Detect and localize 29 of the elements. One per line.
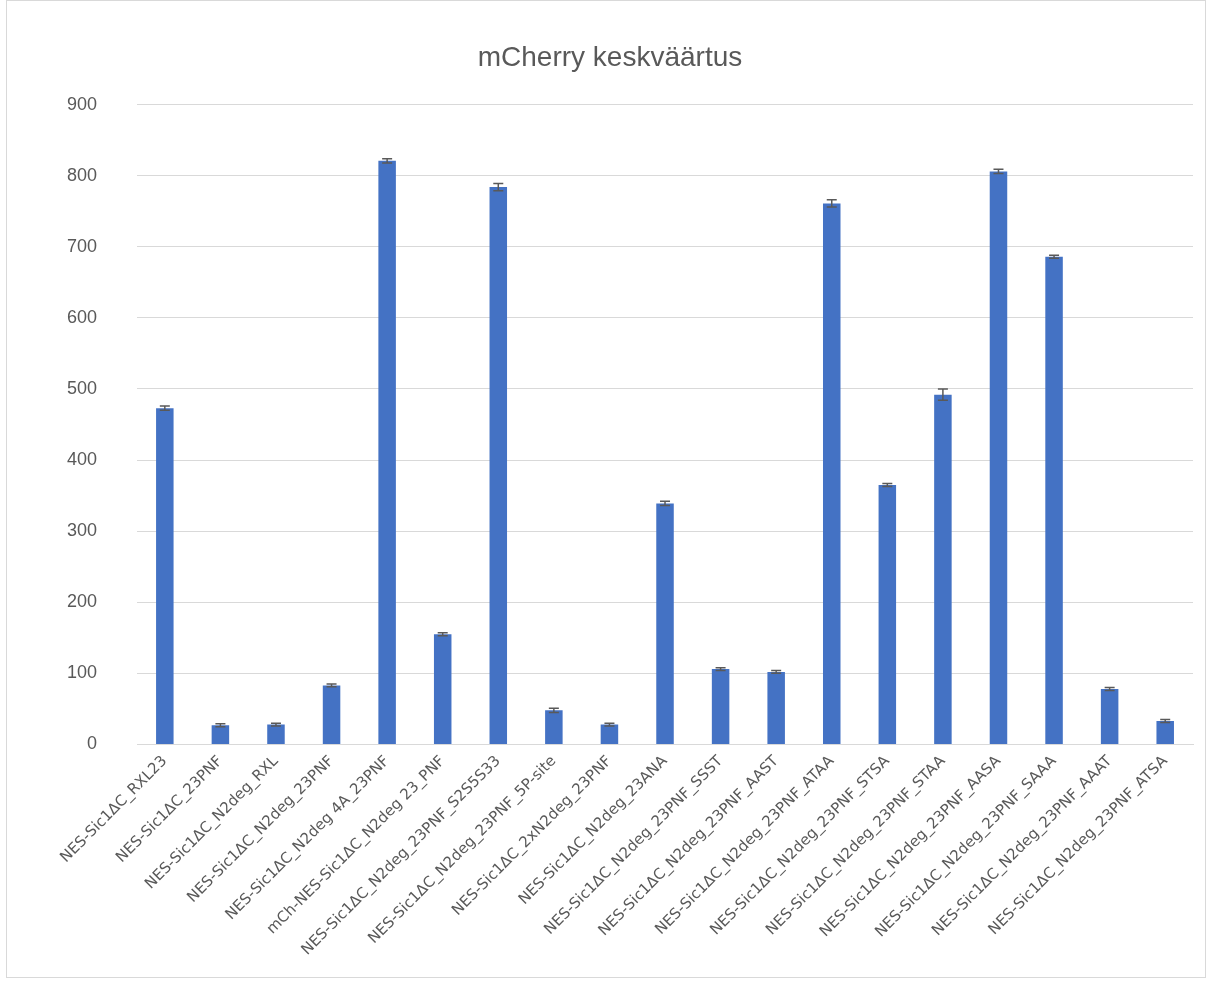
y-tick-label: 400 xyxy=(66,449,98,470)
y-tick-label: 500 xyxy=(66,377,98,398)
chart-title: mCherry keskväärtus xyxy=(477,40,743,72)
bar xyxy=(989,171,1008,744)
bar xyxy=(934,394,952,744)
bar xyxy=(1156,720,1174,744)
y-tick-label: 700 xyxy=(66,235,98,256)
bar xyxy=(433,634,452,744)
y-tick-label: 0 xyxy=(87,733,98,754)
y-tick-label: 600 xyxy=(66,306,98,327)
y-tick-label: 300 xyxy=(66,520,98,541)
bar xyxy=(267,724,285,744)
y-tick-label: 100 xyxy=(66,662,98,683)
bar xyxy=(1100,689,1119,744)
bar xyxy=(1045,256,1063,744)
bar xyxy=(545,710,563,744)
bar xyxy=(767,671,785,744)
y-tick-label: 900 xyxy=(66,93,98,114)
bar xyxy=(322,685,341,744)
y-tick-label: 800 xyxy=(66,164,98,185)
bar xyxy=(878,484,897,744)
bar xyxy=(211,725,230,744)
bar xyxy=(711,669,730,744)
y-tick-label: 200 xyxy=(66,591,98,612)
bar xyxy=(156,408,174,744)
bar xyxy=(656,503,674,744)
bar xyxy=(489,187,508,744)
bar xyxy=(378,160,396,744)
bar xyxy=(822,203,841,744)
